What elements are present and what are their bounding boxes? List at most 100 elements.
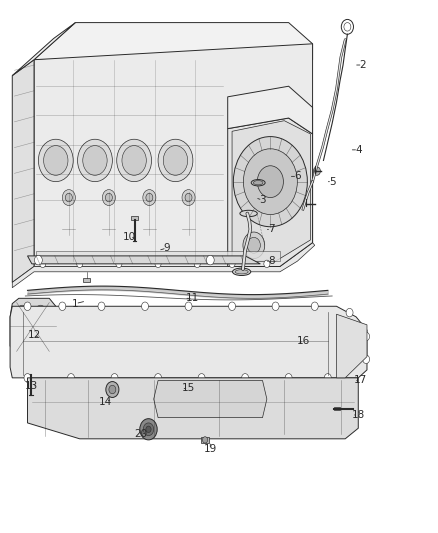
Text: 8: 8 xyxy=(268,256,275,266)
FancyBboxPatch shape xyxy=(334,407,340,410)
FancyBboxPatch shape xyxy=(28,371,35,375)
Circle shape xyxy=(35,305,46,318)
Text: 16: 16 xyxy=(297,336,311,346)
Circle shape xyxy=(242,374,249,382)
Polygon shape xyxy=(12,22,75,76)
Circle shape xyxy=(109,385,116,394)
Text: 1: 1 xyxy=(72,298,79,309)
Ellipse shape xyxy=(235,270,248,274)
Circle shape xyxy=(363,332,370,341)
Circle shape xyxy=(19,333,25,340)
Polygon shape xyxy=(10,298,56,354)
Ellipse shape xyxy=(253,181,263,185)
Circle shape xyxy=(24,302,31,311)
Circle shape xyxy=(24,374,31,382)
Polygon shape xyxy=(336,314,367,378)
Circle shape xyxy=(314,167,321,175)
Polygon shape xyxy=(232,120,311,261)
Polygon shape xyxy=(34,22,313,60)
Circle shape xyxy=(78,139,113,182)
Circle shape xyxy=(35,255,42,265)
Circle shape xyxy=(141,302,148,311)
Circle shape xyxy=(198,374,205,382)
Circle shape xyxy=(143,190,156,206)
Circle shape xyxy=(67,374,74,382)
Circle shape xyxy=(143,423,154,435)
Circle shape xyxy=(140,419,157,440)
Circle shape xyxy=(59,302,66,311)
Circle shape xyxy=(311,302,318,311)
Circle shape xyxy=(229,302,236,311)
Circle shape xyxy=(285,374,292,382)
Polygon shape xyxy=(28,256,260,264)
Text: 10: 10 xyxy=(123,232,136,243)
Circle shape xyxy=(202,437,208,443)
Circle shape xyxy=(194,260,200,268)
Text: 3: 3 xyxy=(259,195,266,205)
Circle shape xyxy=(116,260,122,268)
Circle shape xyxy=(185,193,192,202)
Circle shape xyxy=(346,309,353,317)
Circle shape xyxy=(117,139,152,182)
Text: 11: 11 xyxy=(186,293,200,303)
Circle shape xyxy=(155,260,161,268)
Circle shape xyxy=(38,333,43,340)
Circle shape xyxy=(146,193,153,202)
Circle shape xyxy=(257,166,283,198)
Circle shape xyxy=(158,139,193,182)
Circle shape xyxy=(229,260,235,268)
Circle shape xyxy=(98,302,105,311)
Text: 12: 12 xyxy=(28,330,41,341)
Polygon shape xyxy=(12,60,34,282)
Polygon shape xyxy=(228,86,313,134)
Polygon shape xyxy=(36,251,280,261)
Polygon shape xyxy=(34,44,313,266)
Circle shape xyxy=(40,260,46,268)
Text: 14: 14 xyxy=(99,397,113,407)
Text: 9: 9 xyxy=(163,243,170,253)
Circle shape xyxy=(146,426,151,432)
Circle shape xyxy=(77,260,83,268)
Circle shape xyxy=(35,330,46,343)
Circle shape xyxy=(17,330,28,343)
Circle shape xyxy=(38,308,43,315)
Circle shape xyxy=(106,193,113,202)
Ellipse shape xyxy=(251,180,265,186)
Circle shape xyxy=(247,237,260,253)
Text: 15: 15 xyxy=(182,383,195,393)
Circle shape xyxy=(243,232,265,259)
Circle shape xyxy=(122,146,146,175)
FancyBboxPatch shape xyxy=(83,278,90,282)
Circle shape xyxy=(106,382,119,398)
Text: 20: 20 xyxy=(134,429,147,439)
Circle shape xyxy=(233,136,307,227)
Circle shape xyxy=(44,146,68,175)
Text: 5: 5 xyxy=(329,176,336,187)
Text: 4: 4 xyxy=(355,145,362,155)
Text: 7: 7 xyxy=(268,224,275,235)
Text: 2: 2 xyxy=(359,60,366,70)
Circle shape xyxy=(344,22,351,31)
Polygon shape xyxy=(10,306,367,378)
Ellipse shape xyxy=(233,268,251,276)
Circle shape xyxy=(206,255,214,265)
Circle shape xyxy=(244,149,297,215)
Polygon shape xyxy=(154,381,267,418)
Circle shape xyxy=(83,146,107,175)
Text: 6: 6 xyxy=(294,172,300,181)
Text: 17: 17 xyxy=(354,375,367,385)
FancyBboxPatch shape xyxy=(201,437,209,443)
Polygon shape xyxy=(228,118,313,266)
Circle shape xyxy=(341,19,353,34)
Ellipse shape xyxy=(240,211,257,216)
Circle shape xyxy=(111,374,118,382)
Circle shape xyxy=(62,190,75,206)
Circle shape xyxy=(65,193,72,202)
Polygon shape xyxy=(28,378,358,439)
Circle shape xyxy=(102,190,116,206)
Circle shape xyxy=(19,308,25,315)
Polygon shape xyxy=(12,243,315,288)
Circle shape xyxy=(17,305,28,318)
Text: 18: 18 xyxy=(352,410,365,420)
Circle shape xyxy=(39,139,73,182)
